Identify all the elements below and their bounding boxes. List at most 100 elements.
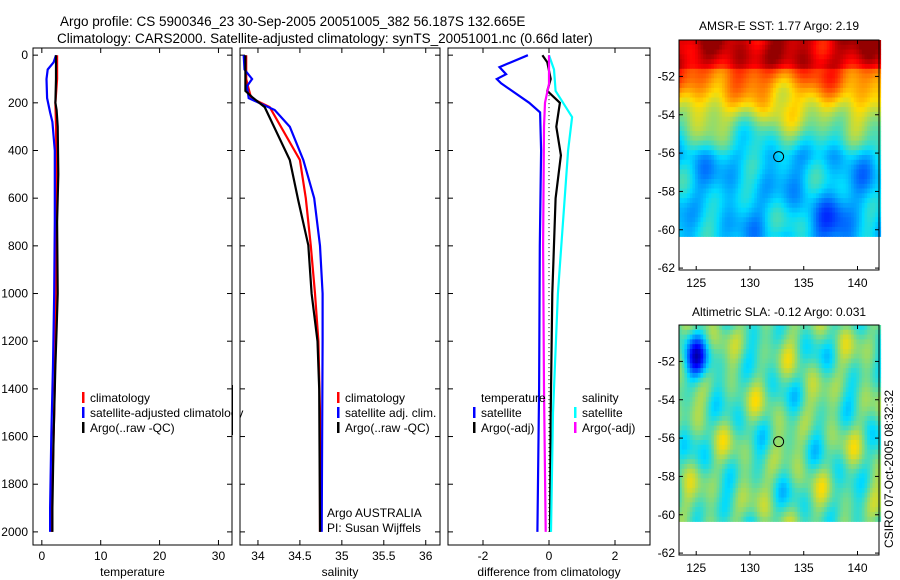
map-cell (695, 83, 699, 89)
map-cell (711, 145, 715, 151)
map-cell (684, 87, 688, 94)
map-cell (684, 387, 688, 393)
map-cell (816, 116, 820, 122)
map-cell (805, 363, 809, 369)
map-cell (853, 329, 857, 335)
map-cell (738, 372, 742, 379)
map-cell (732, 420, 736, 426)
map-cell (684, 217, 688, 223)
map-cell (692, 377, 696, 383)
map-cell (783, 83, 787, 89)
map-cell (751, 401, 755, 407)
map-cell (791, 212, 796, 218)
map-cell (740, 325, 744, 331)
map-cell (754, 183, 758, 189)
map-cell (738, 231, 742, 237)
map-cell (719, 411, 723, 417)
map-cell (765, 344, 769, 350)
legend-label: satellite (481, 406, 522, 420)
map-cell (872, 382, 876, 388)
map-cell (789, 179, 793, 185)
map-cell (716, 183, 720, 189)
map-cell (738, 406, 742, 412)
map-cell (818, 425, 822, 431)
map-cell (757, 349, 761, 355)
map-cell (767, 116, 771, 122)
map-cell (856, 64, 860, 70)
map-cell (748, 188, 753, 194)
map-cell (783, 102, 787, 108)
map-cell (861, 349, 865, 355)
map-cell (861, 396, 865, 403)
map-cell (869, 121, 874, 127)
map-cell (864, 121, 868, 127)
map-cell (869, 107, 874, 113)
map-cell (781, 126, 785, 132)
map-cell (732, 78, 736, 84)
map-cell (695, 68, 699, 74)
map-cell (757, 212, 761, 218)
map-cell (845, 140, 849, 146)
map-cell (708, 430, 712, 436)
map-cell (778, 226, 782, 233)
map-cell (813, 155, 817, 161)
map-cell (824, 339, 828, 345)
map-cell (775, 392, 779, 398)
map-cell (845, 222, 849, 228)
map-cell (859, 97, 863, 103)
map-cell (808, 179, 812, 185)
map-cell (743, 150, 747, 156)
map-cell (700, 372, 704, 379)
map-cell (872, 353, 876, 359)
map-cell (781, 425, 785, 431)
map-cell (765, 377, 769, 383)
map-cell (840, 334, 844, 340)
map-cell (810, 198, 814, 204)
map-cell (773, 363, 777, 369)
map-cell (789, 425, 793, 431)
map-cell (783, 150, 787, 156)
map-cell (705, 159, 710, 165)
map-cell (813, 40, 817, 46)
map-cell (770, 339, 774, 345)
map-cell (679, 325, 683, 331)
map-cell (765, 420, 769, 426)
map-cell (713, 193, 718, 199)
map-cell (869, 78, 874, 84)
map-cell (684, 207, 688, 213)
map-cell (689, 420, 693, 426)
map-cell (808, 59, 812, 65)
map-cell (711, 212, 715, 218)
map-cell (805, 111, 809, 118)
map-cell (740, 226, 744, 233)
map-cell (713, 116, 718, 122)
map-cell (770, 169, 774, 175)
map-cell (724, 358, 728, 364)
map-cell (692, 169, 696, 175)
map-cell (864, 164, 868, 170)
map-cell (834, 44, 839, 50)
map-cell (689, 68, 693, 74)
map-cell (727, 325, 731, 331)
map-cell (713, 377, 718, 383)
map-cell (834, 102, 839, 108)
map-cell (826, 382, 830, 388)
map-cell (700, 44, 704, 50)
map-cell (687, 83, 691, 89)
map-cell (818, 135, 822, 141)
map-cell (687, 377, 691, 383)
map-cell (695, 169, 699, 175)
x-tick-label: 125 (686, 276, 706, 290)
map-cell (813, 121, 817, 127)
map-cell (684, 145, 688, 151)
map-cell (724, 64, 728, 70)
map-cell (759, 150, 763, 156)
map-cell (746, 334, 750, 340)
map-cell (786, 406, 790, 412)
map-cell (681, 145, 685, 151)
x-tick-label: 30 (212, 549, 226, 563)
map-cell (705, 44, 710, 50)
map-cell (818, 358, 822, 364)
map-cell (853, 131, 857, 137)
map-cell (837, 126, 841, 132)
